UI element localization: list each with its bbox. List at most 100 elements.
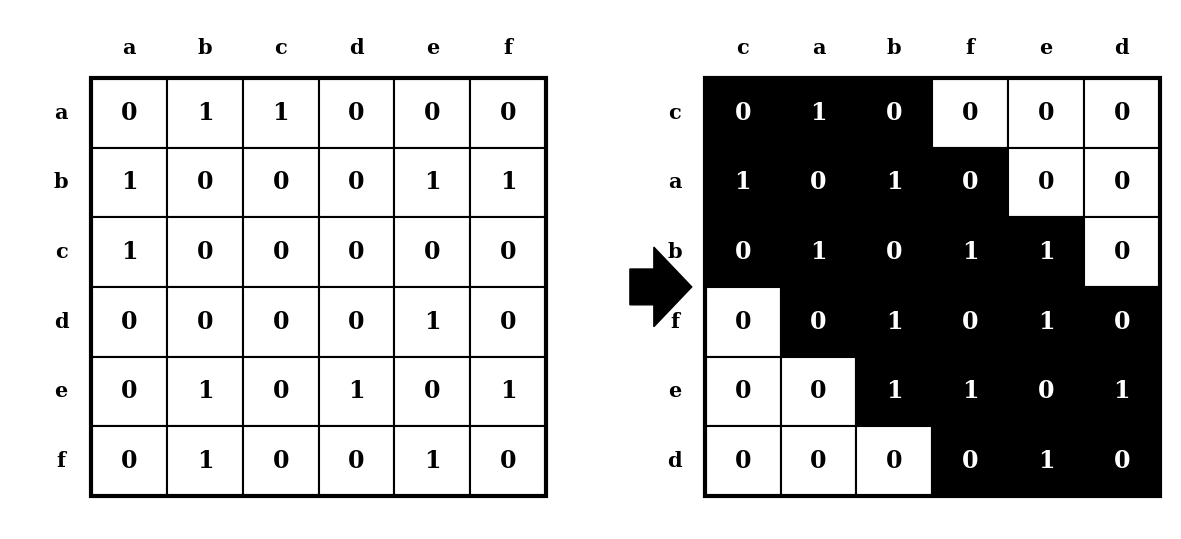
Text: e: e (425, 38, 439, 58)
Bar (243, 148, 319, 217)
Bar (319, 217, 394, 287)
Text: f: f (503, 38, 513, 58)
Bar (781, 426, 856, 496)
Text: a: a (54, 103, 68, 123)
Text: 0: 0 (120, 310, 137, 334)
Bar (705, 78, 1160, 496)
Bar (781, 357, 856, 426)
Bar (394, 217, 470, 287)
Text: 0: 0 (1114, 310, 1130, 334)
Bar (243, 357, 319, 426)
Bar (394, 287, 470, 357)
Bar (856, 357, 932, 426)
Text: 0: 0 (1038, 379, 1055, 403)
Text: e: e (1039, 38, 1052, 58)
Text: 0: 0 (810, 379, 827, 403)
Text: 1: 1 (500, 379, 516, 403)
Bar (319, 426, 394, 496)
Bar (856, 426, 932, 496)
Text: 0: 0 (424, 379, 441, 403)
Bar (91, 426, 167, 496)
Bar (856, 217, 932, 287)
Text: 0: 0 (197, 170, 213, 195)
Text: 0: 0 (348, 170, 365, 195)
Text: c: c (274, 38, 287, 58)
Text: 0: 0 (120, 449, 137, 473)
Bar (394, 78, 470, 148)
Text: 0: 0 (735, 101, 751, 125)
Text: 1: 1 (810, 101, 827, 125)
Bar (319, 357, 394, 426)
Text: d: d (1115, 38, 1129, 58)
Text: 1: 1 (120, 170, 137, 195)
Bar (781, 148, 856, 217)
Text: 0: 0 (735, 449, 751, 473)
Bar (470, 217, 546, 287)
Text: c: c (736, 38, 749, 58)
Bar (319, 78, 394, 148)
Text: 0: 0 (961, 449, 978, 473)
Text: b: b (54, 172, 68, 192)
Text: 1: 1 (961, 240, 978, 264)
Text: 0: 0 (961, 310, 978, 334)
Text: d: d (54, 312, 68, 331)
Text: f: f (57, 451, 66, 471)
Bar (394, 357, 470, 426)
Bar (705, 78, 781, 148)
Text: 0: 0 (348, 101, 365, 125)
Text: 1: 1 (1038, 449, 1055, 473)
Text: 0: 0 (348, 240, 365, 264)
Bar (319, 148, 394, 217)
Bar (319, 287, 394, 357)
Text: 1: 1 (886, 379, 902, 403)
Text: 0: 0 (348, 310, 365, 334)
Text: 0: 0 (1114, 449, 1130, 473)
Bar (705, 217, 781, 287)
Text: 0: 0 (886, 240, 902, 264)
Text: 0: 0 (1114, 101, 1130, 125)
Text: e: e (54, 382, 67, 402)
Bar (1009, 78, 1084, 148)
Bar (167, 287, 243, 357)
Bar (1084, 426, 1160, 496)
Text: 0: 0 (886, 449, 902, 473)
Text: f: f (966, 38, 974, 58)
Bar (1009, 357, 1084, 426)
Text: 1: 1 (1114, 379, 1130, 403)
Text: c: c (54, 242, 67, 262)
Bar (243, 287, 319, 357)
Bar (856, 287, 932, 357)
Text: 1: 1 (424, 170, 441, 195)
Text: 0: 0 (500, 240, 516, 264)
Bar (932, 287, 1009, 357)
Text: 0: 0 (273, 379, 289, 403)
Bar (1084, 78, 1160, 148)
Bar (167, 78, 243, 148)
Text: d: d (667, 451, 683, 471)
Text: 0: 0 (1038, 101, 1055, 125)
Text: 0: 0 (197, 240, 213, 264)
Bar (91, 357, 167, 426)
Text: 1: 1 (197, 101, 213, 125)
Text: 0: 0 (735, 240, 751, 264)
Text: 0: 0 (810, 170, 827, 195)
Text: 1: 1 (886, 170, 902, 195)
Bar (91, 78, 546, 496)
Bar (91, 78, 167, 148)
Text: 0: 0 (1114, 240, 1130, 264)
Bar (167, 148, 243, 217)
Text: 0: 0 (120, 101, 137, 125)
Text: 0: 0 (500, 310, 516, 334)
Text: a: a (811, 38, 826, 58)
Bar (1084, 148, 1160, 217)
Bar (1009, 287, 1084, 357)
Text: 0: 0 (273, 310, 289, 334)
Bar (932, 426, 1009, 496)
Text: 0: 0 (424, 240, 441, 264)
Bar (705, 148, 781, 217)
Text: e: e (668, 382, 681, 402)
Bar (932, 357, 1009, 426)
Bar (243, 217, 319, 287)
Text: 0: 0 (500, 449, 516, 473)
Text: 1: 1 (273, 101, 289, 125)
